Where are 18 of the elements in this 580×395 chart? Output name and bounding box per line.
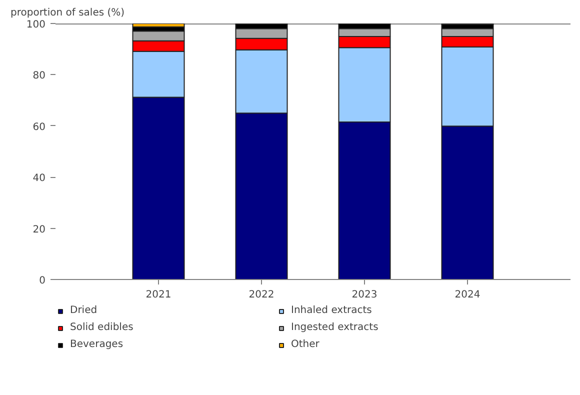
y-tick-label: 40 [32,173,46,184]
x-tick-label: 2021 [146,290,172,300]
y-tick-label: 80 [32,70,46,82]
legend-label: Solid edibles [70,322,134,333]
x-tick-label: 2023 [352,290,378,300]
y-tick-label: 20 [32,224,46,236]
legend-label: Dried [70,305,98,316]
legend-label: Inhaled extracts [291,305,373,316]
bar [132,24,185,28]
legend-label: Beverages [70,339,124,350]
y-tick-label: 0 [39,276,46,286]
legend-label: Other [291,339,320,350]
x-tick-label: 2024 [454,290,480,300]
legend-label: Ingested extracts [291,322,380,333]
y-axis-title: proportion of sales (%) [10,8,125,18]
y-tick-label: 60 [32,122,46,133]
y-tick-label: 100 [26,20,46,30]
x-tick-label: 2022 [248,290,274,300]
